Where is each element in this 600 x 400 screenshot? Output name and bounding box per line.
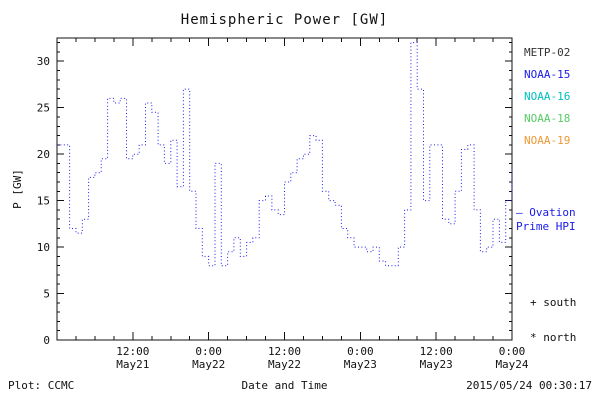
ovation-prime-hpi-label: — Ovation Prime HPI: [516, 206, 576, 234]
y-axis-label: P [GW]: [11, 169, 24, 209]
svg-text:30: 30: [37, 55, 50, 68]
legend: METP-02 NOAA-15 NOAA-16 NOAA-18 NOAA-19: [524, 42, 570, 152]
svg-text:May23: May23: [344, 358, 377, 371]
chart-title: Hemispheric Power [GW]: [180, 12, 389, 28]
svg-text:12:00: 12:00: [420, 345, 453, 358]
legend-item-metp-02: METP-02: [524, 46, 571, 59]
svg-text:0:00: 0:00: [195, 345, 222, 358]
svg-text:May22: May22: [268, 358, 301, 371]
svg-text:12:00: 12:00: [268, 345, 301, 358]
svg-text:20: 20: [37, 148, 50, 161]
svg-text:May21: May21: [116, 358, 149, 371]
ovation-line1: — Ovation: [516, 206, 576, 219]
svg-text:0:00: 0:00: [347, 345, 374, 358]
plot-source-label: Plot: CCMC: [8, 379, 75, 392]
svg-text:0:00: 0:00: [499, 345, 526, 358]
svg-text:May22: May22: [192, 358, 225, 371]
legend-item-noaa-15: NOAA-15: [524, 68, 571, 81]
legend-item-noaa-18: NOAA-18: [524, 112, 571, 125]
south-marker-label: + south: [530, 296, 577, 309]
legend-item-noaa-19: NOAA-19: [524, 134, 571, 147]
svg-text:5: 5: [43, 288, 50, 301]
svg-text:May24: May24: [495, 358, 528, 371]
svg-text:May23: May23: [420, 358, 453, 371]
svg-text:10: 10: [37, 241, 50, 254]
svg-text:15: 15: [37, 195, 50, 208]
north-marker-label: * north: [530, 331, 577, 344]
timestamp: 2015/05/24 00:30:17: [466, 379, 592, 392]
svg-text:12:00: 12:00: [116, 345, 149, 358]
ovation-line2: Prime HPI: [516, 220, 576, 233]
svg-text:25: 25: [37, 102, 50, 115]
legend-item-noaa-16: NOAA-16: [524, 90, 571, 103]
svg-text:0: 0: [43, 334, 50, 347]
x-axis-title: Date and Time: [241, 379, 328, 392]
